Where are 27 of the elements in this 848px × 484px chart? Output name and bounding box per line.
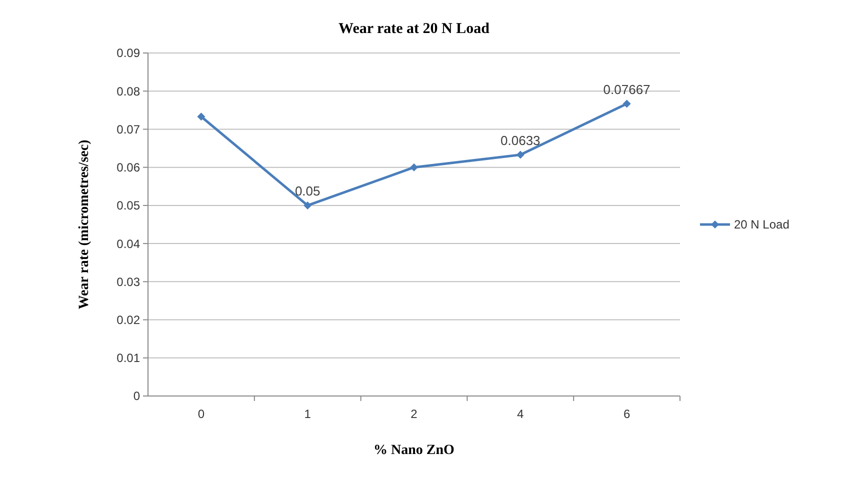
y-tick-label: 0.08 xyxy=(116,84,140,98)
x-axis-title: % Nano ZnO xyxy=(374,443,455,458)
point xyxy=(304,201,312,210)
x-tick-label: 0 xyxy=(198,407,205,421)
data-label: 0.0633 xyxy=(500,132,540,148)
y-tick-label: 0.05 xyxy=(116,198,140,213)
y-tick-label: 0.04 xyxy=(116,236,140,251)
x-tick-label: 6 xyxy=(623,407,630,421)
point xyxy=(622,100,631,108)
y-tick-label: 0.07 xyxy=(116,122,140,136)
data-label: 0.07667 xyxy=(603,82,650,97)
point xyxy=(410,163,418,172)
data-label: 0.05 xyxy=(294,183,320,198)
y-tick-label: 0.01 xyxy=(116,351,140,366)
x-tick-label: 2 xyxy=(410,407,418,421)
x-tick-label: 4 xyxy=(517,407,524,421)
y-tick-label: 0.03 xyxy=(116,274,140,289)
y-tick-label: 0.02 xyxy=(116,312,140,327)
point xyxy=(197,112,206,121)
y-tick-label: 0 xyxy=(133,389,140,404)
x-tick-label: 1 xyxy=(304,407,312,421)
chart-title: Wear rate at 20 N Load xyxy=(338,21,490,37)
y-axis-title: Wear rate (micrometres/sec) xyxy=(77,139,92,310)
legend-label: 20 N Load xyxy=(734,218,790,232)
y-tick-label: 0.09 xyxy=(116,46,140,60)
point xyxy=(516,150,524,159)
y-tick-label: 0.06 xyxy=(116,160,140,175)
